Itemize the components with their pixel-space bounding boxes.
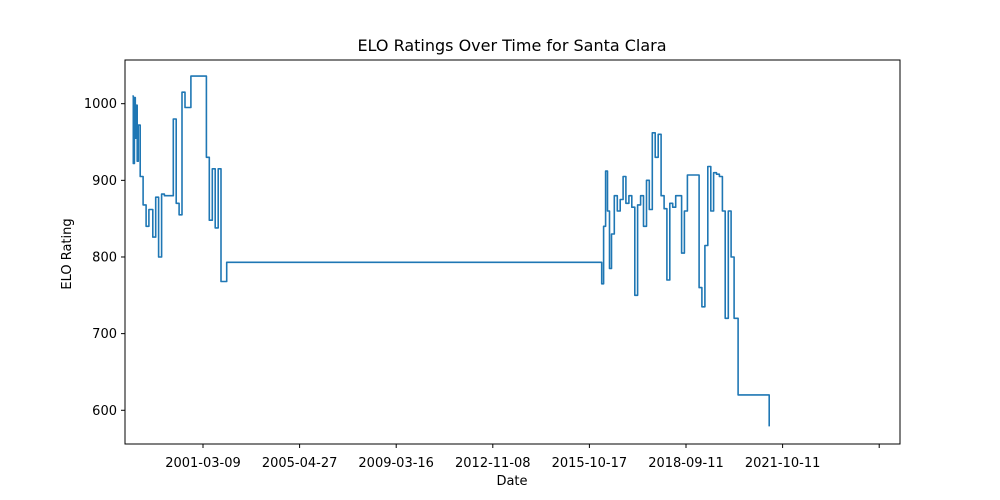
y-tick-label: 700: [92, 327, 117, 342]
x-axis-label: Date: [496, 474, 527, 489]
y-tick-label: 1000: [84, 97, 117, 112]
y-tick-label: 600: [92, 404, 117, 419]
y-axis-label: ELO Rating: [60, 218, 75, 289]
x-tick-label: 2005-04-27: [262, 456, 338, 471]
plot-frame: [124, 59, 901, 445]
x-tick-label: 2001-03-09: [165, 456, 241, 471]
y-tick-label: 900: [92, 174, 117, 189]
y-tick-label: 800: [92, 250, 117, 265]
series-line: [132, 75, 770, 427]
x-tick-label: 2015-10-17: [552, 456, 628, 471]
x-tick-label: 2012-11-08: [455, 456, 531, 471]
x-tick-label: 2009-03-16: [358, 456, 434, 471]
x-tick-label: 2021-10-11: [745, 456, 821, 471]
plot-area: 600 700 800 900 1000 2001-03-09 2005-04-27 2009…: [84, 75, 880, 471]
chart-title: ELO Ratings Over Time for Santa Clara: [357, 36, 666, 55]
x-tick-label: 2018-09-11: [648, 456, 724, 471]
